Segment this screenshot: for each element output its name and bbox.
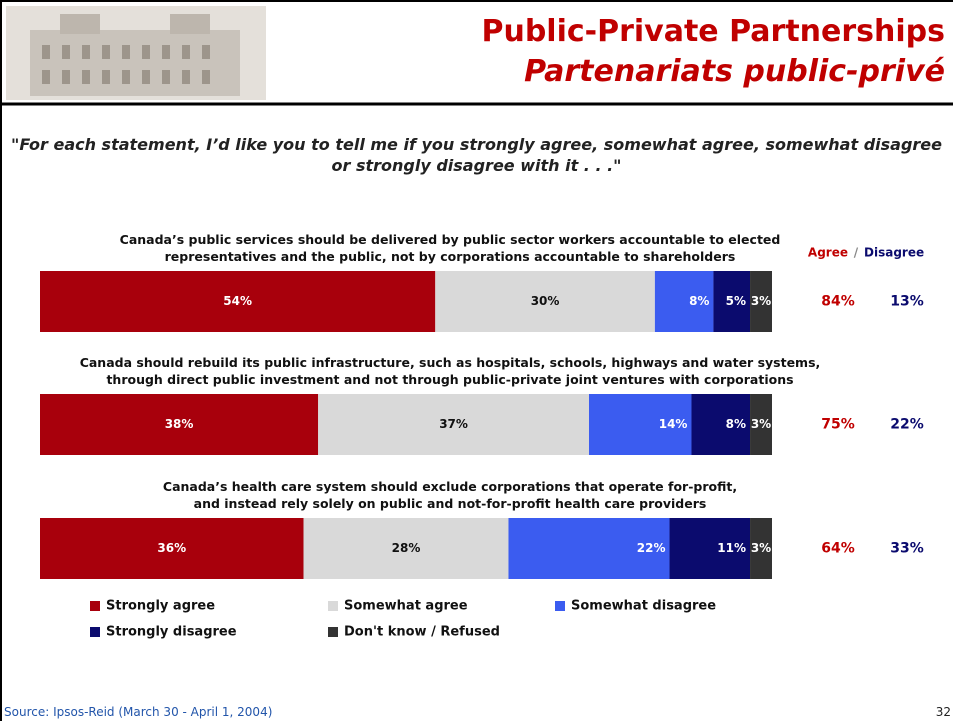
page-number: 32: [935, 705, 951, 719]
legend-swatch: [90, 601, 100, 611]
bar-segment: [40, 394, 319, 455]
value-label: 8%: [726, 417, 746, 431]
source: Source: Ipsos-Reid (March 30 - April 1, …: [4, 705, 273, 719]
legend-label: Somewhat disagree: [571, 599, 716, 614]
bar-segment: [750, 518, 772, 579]
value-label: 38%: [165, 417, 194, 431]
legend-swatch: [328, 601, 338, 611]
value-label: 36%: [157, 541, 186, 555]
building-image: [6, 6, 266, 100]
title: Public-Private Partnerships: [481, 14, 945, 49]
value-label: 11%: [717, 541, 746, 555]
disagree-total: 33%: [890, 541, 924, 557]
disagree-total: 22%: [890, 417, 924, 433]
question: "For each statement, I’d like you to tel…: [10, 135, 942, 175]
bar-segment: [750, 271, 772, 332]
bar-segment: [589, 394, 692, 455]
disagree-header: Disagree: [864, 246, 924, 260]
legend-label: Don't know / Refused: [344, 625, 500, 640]
bar-segment: [40, 518, 304, 579]
value-label: 54%: [223, 294, 252, 308]
statement: Canada’s public services should be deliv…: [119, 232, 781, 264]
value-label: 5%: [726, 294, 746, 308]
value-label: 3%: [751, 294, 771, 308]
bar-segment: [318, 394, 589, 455]
value-label: 22%: [637, 541, 666, 555]
disagree-total: 13%: [890, 294, 924, 310]
value-label: 30%: [531, 294, 560, 308]
agree-total: 64%: [821, 541, 855, 557]
bar-segment: [713, 271, 751, 332]
bar-segment: [303, 518, 509, 579]
agree-total: 75%: [821, 417, 855, 433]
bar-segment: [669, 518, 751, 579]
legend-label: Somewhat agree: [344, 599, 468, 614]
value-label: 3%: [751, 417, 771, 431]
bar-segment: [654, 271, 714, 332]
bar-segment: [40, 271, 436, 332]
bar-segment: [750, 394, 772, 455]
value-label: 14%: [659, 417, 688, 431]
statement: Canada’s health care system should exclu…: [162, 479, 738, 511]
bar-segment: [435, 271, 655, 332]
bar-segment: [508, 518, 670, 579]
legend-label: Strongly agree: [106, 599, 215, 614]
bar-segment: [691, 394, 751, 455]
agree-header: Agree: [808, 246, 848, 260]
value-label: 37%: [439, 417, 468, 431]
subtitle: Partenariats public-privé: [524, 54, 945, 89]
agree-total: 84%: [821, 294, 855, 310]
statement: Canada should rebuild its public infrast…: [79, 355, 821, 387]
value-label: 3%: [751, 541, 771, 555]
legend-swatch: [328, 627, 338, 637]
legend-label: Strongly disagree: [106, 625, 237, 640]
separator: /: [854, 246, 859, 260]
legend-swatch: [555, 601, 565, 611]
value-label: 28%: [392, 541, 421, 555]
value-label: 8%: [689, 294, 709, 308]
legend-swatch: [90, 627, 100, 637]
